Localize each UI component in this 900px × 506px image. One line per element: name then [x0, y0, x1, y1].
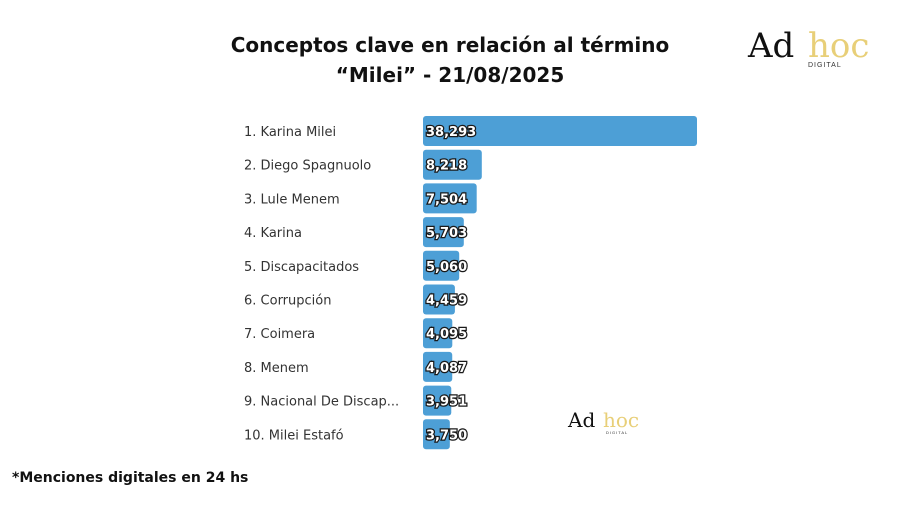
watermark-hoc-text: hoc	[603, 408, 640, 432]
watermark-digital-text: DIGITAL	[606, 430, 629, 435]
title-line-2: “Milei” - 21/08/2025	[335, 63, 565, 87]
bar	[423, 116, 697, 146]
bar	[423, 318, 453, 349]
footnote: *Menciones digitales en 24 hs	[12, 470, 249, 486]
chart-title: Conceptos clave en relación al término “…	[170, 30, 730, 90]
value-label: 3,951	[426, 395, 467, 410]
value-label: 5,703	[426, 226, 467, 241]
value-label: 38,293	[426, 125, 476, 140]
category-label: 8. Menem	[244, 361, 309, 376]
adhoc-watermark-logo: Ad hoc DIGITAL	[568, 408, 648, 438]
category-label: 5. Discapacitados	[244, 260, 359, 275]
logo-ad-text: Ad	[748, 26, 795, 66]
logo-digital-text: DIGITAL	[808, 62, 842, 69]
value-label: 8,218	[426, 159, 467, 174]
category-label: 9. Nacional De Discap...	[244, 395, 399, 410]
logo-hoc-text: hoc	[808, 26, 870, 66]
value-label: 4,087	[426, 361, 467, 376]
category-label: 4. Karina	[244, 226, 302, 241]
bar	[423, 217, 464, 248]
value-label: 7,504	[426, 192, 467, 207]
category-label: 2. Diego Spagnuolo	[244, 159, 371, 174]
adhoc-logo: Ad hoc DIGITAL	[748, 26, 878, 72]
value-label: 4,095	[426, 327, 467, 342]
category-label: 7. Coimera	[244, 327, 315, 342]
bar	[423, 351, 453, 382]
value-label: 3,750	[426, 428, 467, 443]
bar	[423, 149, 482, 180]
category-label: 3. Lule Menem	[244, 192, 340, 207]
bar	[423, 419, 450, 450]
watermark-ad-text: Ad	[568, 408, 596, 432]
value-label: 5,060	[426, 260, 467, 275]
bar	[423, 385, 452, 416]
category-label: 6. Corrupción	[244, 294, 331, 309]
bar	[423, 183, 477, 214]
bar	[423, 250, 460, 281]
value-label: 4,459	[426, 294, 467, 309]
category-label: 1. Karina Milei	[244, 125, 336, 140]
bar	[423, 284, 455, 315]
title-line-1: Conceptos clave en relación al término	[230, 33, 670, 57]
category-label: 10. Milei Estafó	[244, 428, 344, 443]
